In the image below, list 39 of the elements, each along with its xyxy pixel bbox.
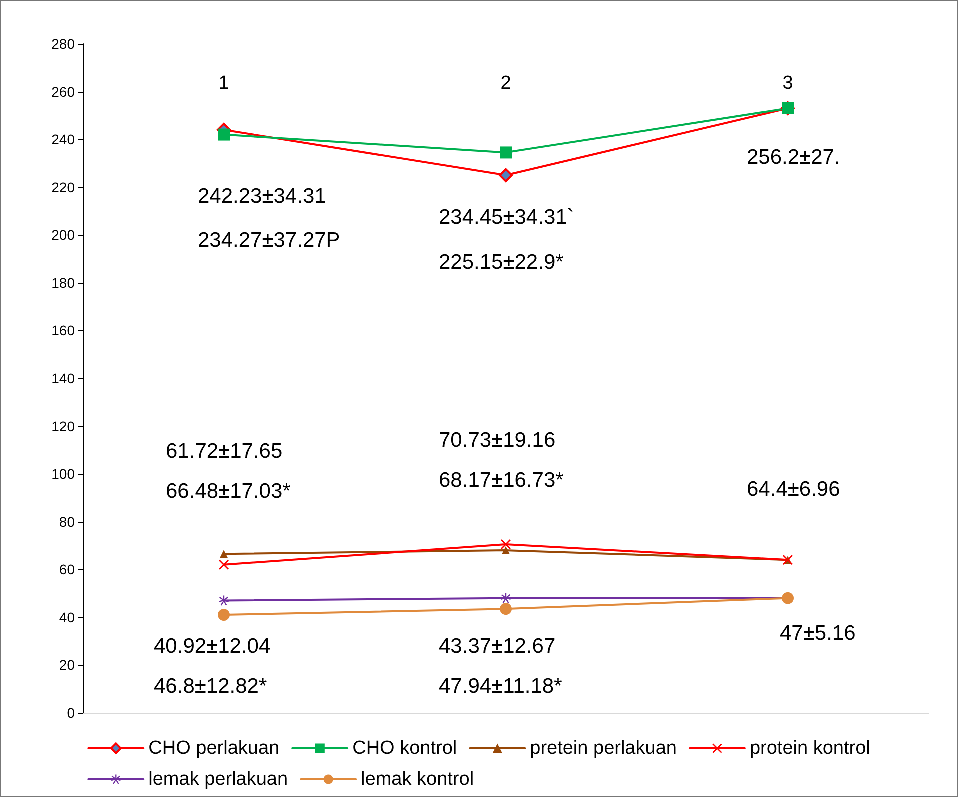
y-tick-label: 20 xyxy=(59,657,76,674)
x-tick-label: 1 xyxy=(218,73,230,94)
legend-label: lemak perlakuan xyxy=(148,769,288,790)
annotation: 47±5.16 xyxy=(780,622,856,645)
y-tick-label: 120 xyxy=(52,418,76,434)
y-tick-label: 260 xyxy=(52,84,76,100)
y-tick-label: 80 xyxy=(59,514,76,530)
x-tick-label: 3 xyxy=(782,73,794,94)
annotation: 256.2±27. xyxy=(747,146,840,169)
y-tick-label: 200 xyxy=(52,227,76,244)
annotation: 68.17±16.73* xyxy=(439,469,564,492)
annotation: 66.48±17.03* xyxy=(166,480,291,503)
annotation: 234.45±34.31` xyxy=(439,206,574,229)
y-tick-label: 60 xyxy=(59,562,76,578)
annotation: 242.23±34.31 xyxy=(198,185,326,208)
legend-label: protein kontrol xyxy=(750,738,870,759)
legend-label: pretein perlakuan xyxy=(530,738,677,759)
annotation: 43.37±12.67 xyxy=(439,635,556,658)
y-tick-label: 100 xyxy=(52,466,76,482)
annotation: 40.92±12.04 xyxy=(154,635,271,658)
legend-label: lemak kontrol xyxy=(361,769,474,790)
y-tick-label: 240 xyxy=(52,132,76,148)
y-tick-label: 40 xyxy=(59,609,76,626)
y-tick-label: 180 xyxy=(52,274,76,291)
y-tick-label: 160 xyxy=(52,322,76,339)
annotation: 61.72±17.65 xyxy=(166,440,283,463)
annotation: 46.8±12.82* xyxy=(154,675,268,698)
annotation: 70.73±19.16 xyxy=(439,429,556,452)
y-tick-label: 280 xyxy=(52,36,76,52)
x-tick-label: 2 xyxy=(500,73,512,94)
annotation: 64.4±6.96 xyxy=(747,478,840,501)
y-tick-label: 220 xyxy=(52,179,76,196)
annotation: 234.27±37.27P xyxy=(198,229,340,252)
y-tick-label: 0 xyxy=(67,705,76,721)
legend-label: CHO perlakuan xyxy=(148,738,280,759)
legend-label: CHO kontrol xyxy=(352,738,458,759)
y-tick-label: 140 xyxy=(52,370,76,386)
annotation: 47.94±11.18* xyxy=(439,675,562,698)
annotation: 225.15±22.9* xyxy=(439,251,564,274)
